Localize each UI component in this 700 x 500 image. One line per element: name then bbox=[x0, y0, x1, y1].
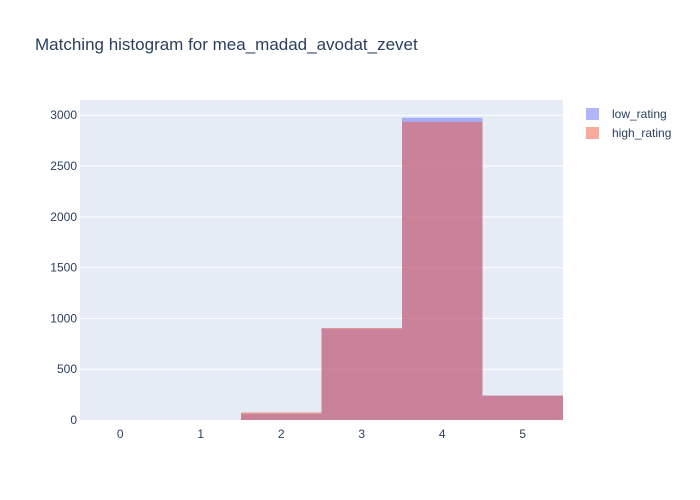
bar-high_rating-5[interactable] bbox=[482, 395, 564, 420]
y-axis-ticks: 0 500 1000 1500 2000 2500 3000 bbox=[50, 108, 77, 427]
y-tick-label: 2500 bbox=[50, 159, 77, 173]
chart-title: Matching histogram for mea_madad_avodat_… bbox=[35, 35, 418, 54]
x-tick-label: 1 bbox=[197, 427, 204, 441]
bars bbox=[241, 117, 564, 421]
x-tick-label: 3 bbox=[358, 427, 365, 441]
legend-item-high_rating[interactable]: high_rating bbox=[586, 126, 671, 140]
x-axis-ticks: 0 1 2 3 4 5 bbox=[117, 427, 527, 441]
y-tick-label: 500 bbox=[57, 362, 77, 376]
x-tick-label: 4 bbox=[439, 427, 446, 441]
x-tick-label: 5 bbox=[519, 427, 526, 441]
y-tick-label: 1000 bbox=[50, 311, 77, 325]
bar-high_rating-2[interactable] bbox=[241, 412, 322, 420]
gridlines bbox=[80, 114, 563, 370]
y-tick-label: 2000 bbox=[50, 210, 77, 224]
legend-swatch bbox=[586, 127, 599, 139]
y-tick-label: 3000 bbox=[50, 108, 77, 122]
legend-label: high_rating bbox=[612, 126, 671, 140]
x-tick-label: 2 bbox=[278, 427, 285, 441]
y-tick-label: 0 bbox=[70, 413, 77, 427]
legend-label: low_rating bbox=[612, 107, 667, 121]
y-tick-label: 1500 bbox=[50, 261, 77, 275]
x-tick-label: 0 bbox=[117, 427, 124, 441]
bar-high_rating-4[interactable] bbox=[402, 121, 483, 420]
legend[interactable]: low_rating high_rating bbox=[586, 107, 671, 140]
legend-swatch bbox=[586, 108, 599, 120]
legend-item-low_rating[interactable]: low_rating bbox=[586, 107, 667, 121]
bar-high_rating-3[interactable] bbox=[321, 328, 403, 420]
